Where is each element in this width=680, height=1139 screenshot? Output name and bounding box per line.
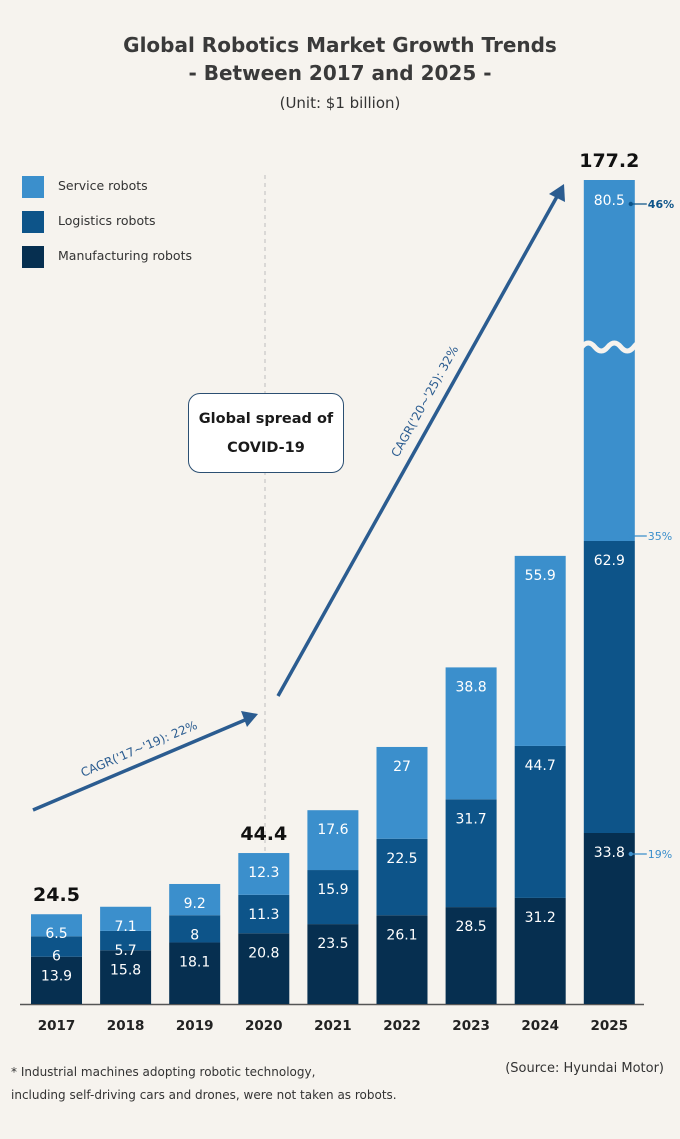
data-label-logistics-robots-2018: 5.7: [114, 943, 136, 959]
cagr-label-2: CAGR('20~'25): 32%: [388, 343, 461, 459]
data-label-service-robots-2022: 27: [393, 759, 411, 775]
legend-label-manufacturing: Manufacturing robots: [58, 248, 192, 263]
data-label-manufacturing-robots-2018: 15.8: [110, 962, 141, 978]
legend-swatch-logistics: [22, 211, 44, 233]
bar-logistics-robots-2024: [514, 745, 566, 898]
x-tick-label-2020: 2020: [245, 1018, 283, 1034]
share-label-2: 46%: [648, 198, 674, 211]
data-label-logistics-robots-2021: 15.9: [317, 882, 348, 898]
footnote-line1: * Industrial machines adopting robotic t…: [11, 1065, 316, 1079]
covid-annotation-box: Global spread of COVID-19: [188, 393, 344, 473]
data-label-service-robots-2024: 55.9: [525, 568, 556, 584]
bars-group: [20, 180, 644, 1006]
data-label-manufacturing-robots-2017: 13.9: [41, 969, 72, 985]
footnote: * Industrial machines adopting robotic t…: [11, 1061, 397, 1107]
data-label-logistics-robots-2025: 62.9: [594, 553, 625, 569]
x-tick-label-2024: 2024: [521, 1018, 559, 1034]
data-label-manufacturing-robots-2021: 23.5: [317, 936, 348, 952]
bar-logistics-robots-2019: [169, 915, 221, 943]
total-label-2025: 177.2: [579, 150, 639, 172]
data-label-logistics-robots-2022: 22.5: [386, 851, 417, 867]
chart-title-line1: Global Robotics Market Growth Trends: [123, 33, 557, 57]
cagr-arrow-2: [276, 192, 561, 697]
bar-logistics-robots-2023: [445, 799, 497, 908]
bar-manufacturing-robots-2019: [169, 942, 221, 1004]
data-label-manufacturing-robots-2023: 28.5: [456, 919, 487, 935]
x-tick-label-2017: 2017: [38, 1018, 76, 1034]
chart-unit-subtitle: (Unit: $1 billion): [279, 94, 401, 112]
legend-label-logistics: Logistics robots: [58, 213, 156, 228]
x-tick-label-2019: 2019: [176, 1018, 214, 1034]
bar-service-robots-2025: [583, 180, 635, 541]
data-label-service-robots-2021: 17.6: [317, 822, 348, 838]
data-label-manufacturing-robots-2024: 31.2: [525, 910, 556, 926]
bar-logistics-robots-2017: [31, 936, 82, 957]
bar-service-robots-2020: [238, 853, 290, 895]
covid-annotation-line2: COVID-19: [227, 440, 305, 456]
bar-service-robots-2017: [31, 914, 82, 937]
data-label-manufacturing-robots-2022: 26.1: [386, 927, 417, 943]
cagr-arrow-1: [32, 715, 253, 812]
axis-break-mark: [579, 340, 641, 354]
covid-annotation-line1: Global spread of: [198, 411, 334, 427]
bar-logistics-robots-2021: [307, 870, 359, 925]
data-label-logistics-robots-2017: 6: [52, 948, 61, 964]
share-label-1: 35%: [648, 530, 672, 543]
bar-manufacturing-robots-2022: [376, 915, 428, 1004]
x-tick-label-2021: 2021: [314, 1018, 352, 1034]
bar-service-robots-2019: [169, 883, 221, 916]
data-label-service-robots-2025: 80.5: [594, 193, 625, 209]
bar-manufacturing-robots-2025: [583, 833, 635, 1004]
chart-title-line2: - Between 2017 and 2025 -: [188, 61, 492, 85]
data-label-service-robots-2023: 38.8: [456, 679, 487, 695]
legend-swatch-service: [22, 176, 44, 198]
share-label-0: 19%: [648, 848, 672, 861]
bar-logistics-robots-2020: [238, 894, 290, 934]
data-label-service-robots-2017: 6.5: [45, 926, 67, 942]
data-label-manufacturing-robots-2019: 18.1: [179, 954, 210, 970]
total-label-2020: 44.4: [240, 823, 287, 845]
bar-manufacturing-robots-2024: [514, 897, 566, 1004]
x-tick-label-2023: 2023: [452, 1018, 490, 1034]
labels-group: 2017 2018 2019 2020 2021 2022 2023 2024 2025 13.9…: [33, 150, 674, 1034]
bar-manufacturing-robots-2018: [100, 950, 152, 1004]
bar-manufacturing-robots-2017: [31, 956, 82, 1004]
bar-service-robots-2024: [514, 555, 566, 746]
data-label-logistics-robots-2020: 11.3: [248, 907, 279, 923]
total-label-2017: 24.5: [33, 884, 80, 906]
legend-label-service: Service robots: [58, 178, 148, 193]
bar-service-robots-2022: [376, 746, 428, 839]
bar-logistics-robots-2025: [583, 541, 635, 833]
data-label-service-robots-2019: 9.2: [184, 896, 206, 912]
data-label-logistics-robots-2023: 31.7: [456, 811, 487, 827]
bar-manufacturing-robots-2020: [238, 933, 290, 1004]
data-label-service-robots-2018: 7.1: [114, 919, 136, 935]
data-label-logistics-robots-2024: 44.7: [525, 758, 556, 774]
cagr-arrow-2-head: [549, 184, 565, 202]
data-label-logistics-robots-2019: 8: [190, 927, 199, 943]
bar-logistics-robots-2022: [376, 838, 428, 916]
source-note: (Source: Hyundai Motor): [505, 1061, 664, 1076]
bar-service-robots-2021: [307, 810, 359, 871]
bar-service-robots-2018: [100, 906, 152, 931]
x-tick-label-2022: 2022: [383, 1018, 421, 1034]
data-label-service-robots-2020: 12.3: [248, 865, 279, 881]
bar-manufacturing-robots-2021: [307, 924, 359, 1004]
data-label-manufacturing-robots-2025: 33.8: [594, 845, 625, 861]
bar-service-robots-2023: [445, 667, 497, 800]
legend-swatch-manufacturing: [22, 246, 44, 268]
data-label-manufacturing-robots-2020: 20.8: [248, 945, 279, 961]
footnote-line2: including self-driving cars and drones, …: [11, 1088, 397, 1102]
x-tick-label-2018: 2018: [107, 1018, 145, 1034]
x-tick-label-2025: 2025: [591, 1018, 629, 1034]
cagr-arrow-1-head: [241, 711, 258, 727]
bar-manufacturing-robots-2023: [445, 907, 497, 1004]
bar-logistics-robots-2018: [100, 930, 152, 951]
